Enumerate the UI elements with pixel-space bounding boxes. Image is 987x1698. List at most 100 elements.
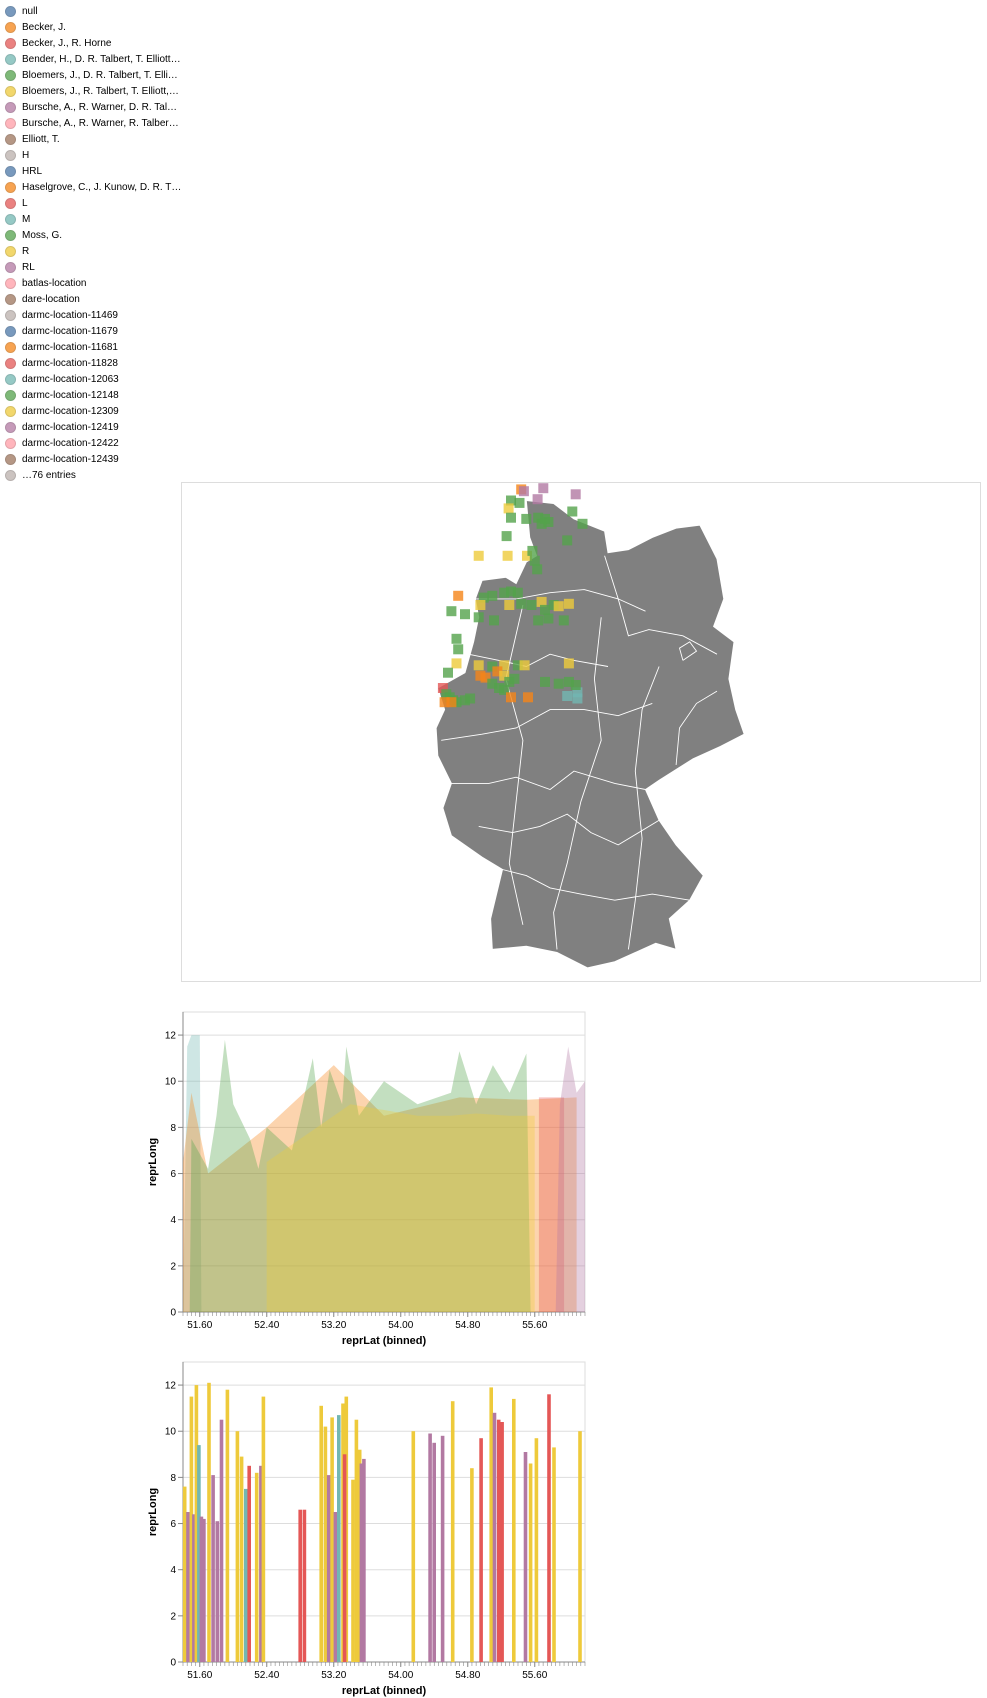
legend-item: darmc-location-12148 (5, 387, 183, 403)
area-y-tick-label: 6 (170, 1169, 176, 1180)
map-point (453, 590, 464, 601)
area-y-tick-label: 12 (165, 1031, 177, 1042)
bar (333, 1512, 338, 1662)
area-y-tick-label: 8 (170, 1123, 176, 1134)
bar (342, 1454, 347, 1662)
map-point (506, 512, 516, 523)
area-series-layer (183, 1035, 585, 1312)
bar (254, 1472, 259, 1662)
map-point (501, 531, 512, 542)
bar (354, 1419, 359, 1662)
map-point (475, 600, 486, 610)
map-point (514, 497, 525, 508)
bar (440, 1435, 445, 1662)
legend-swatch (5, 165, 16, 177)
legend-item: Bloemers, J., D. R. Talbert, T. Elli… (5, 67, 183, 83)
bar-x-tick-label: 52.40 (254, 1670, 279, 1681)
map-point (540, 676, 550, 687)
legend-label: L (22, 197, 28, 209)
bar (302, 1509, 307, 1662)
legend-swatch (5, 277, 16, 289)
legend-swatch (5, 293, 16, 305)
map-point (522, 550, 532, 561)
bar-x-tick-label: 54.80 (455, 1670, 480, 1681)
legend-label: darmc-location-11681 (22, 341, 118, 353)
bar (470, 1468, 474, 1662)
map-point (487, 590, 498, 601)
map-point (563, 658, 574, 669)
map-point (509, 673, 520, 684)
legend-swatch (5, 149, 16, 161)
bar (235, 1431, 240, 1662)
map-point (553, 678, 564, 689)
state-border (553, 617, 602, 950)
map-point (451, 658, 462, 669)
legend-swatch (5, 85, 16, 97)
state-border (675, 690, 718, 765)
bar (319, 1405, 323, 1662)
bar-x-tick-label: 55.60 (522, 1670, 547, 1681)
map-point (572, 693, 583, 704)
legend-item: HRL (5, 163, 183, 179)
map-point (527, 545, 538, 556)
legend-swatch (5, 373, 16, 385)
area-x-tick-label: 52.40 (254, 1320, 279, 1331)
bar-x-axis-label: reprLat (binned) (342, 1685, 427, 1697)
legend-swatch (5, 261, 16, 273)
bar (411, 1431, 416, 1662)
map-point (572, 687, 583, 698)
area-x-tick-label: 55.60 (522, 1320, 547, 1331)
area-series (183, 1065, 577, 1312)
bar (496, 1419, 501, 1662)
legend-swatch (5, 213, 16, 225)
bar (225, 1389, 230, 1662)
map-point (499, 587, 510, 598)
area-y-tick-label: 4 (170, 1215, 176, 1226)
legend: null Becker, J. Becker, J., R. Horne Bender… (5, 3, 183, 483)
bar (259, 1465, 263, 1662)
bar-x-tick-label: 53.20 (321, 1670, 346, 1681)
map-point (533, 615, 544, 626)
legend-label: Elliott, T. (22, 133, 60, 145)
legend-label: …76 entries (22, 469, 76, 481)
map-point (521, 513, 532, 524)
state-border (468, 653, 609, 667)
legend-item: darmc-location-12063 (5, 371, 183, 387)
legend-swatch (5, 5, 16, 17)
legend-item: darmc-location-11469 (5, 307, 183, 323)
map-point (473, 660, 484, 671)
map-point (532, 564, 543, 575)
bar-x-tick-label: 51.60 (187, 1670, 212, 1681)
map-point (533, 512, 544, 523)
map-point (504, 600, 515, 610)
legend-label: RL (22, 261, 35, 273)
bar (186, 1512, 190, 1662)
bar (500, 1422, 504, 1662)
bar (192, 1514, 196, 1662)
bar (552, 1447, 556, 1662)
legend-item: darmc-location-11828 (5, 355, 183, 371)
map-point (504, 676, 515, 687)
bar (215, 1521, 220, 1662)
legend-item: darmc-location-12439 (5, 451, 183, 467)
bar-y-tick-label: 6 (170, 1519, 176, 1530)
legend-label: H (22, 149, 30, 161)
legend-item: dare-location (5, 291, 183, 307)
legend-item: Bursche, A., R. Warner, D. R. Tal… (5, 99, 183, 115)
legend-swatch (5, 133, 16, 145)
legend-swatch (5, 37, 16, 49)
bar (512, 1398, 516, 1662)
area-x-tick-label: 53.20 (321, 1320, 346, 1331)
area-x-tick-label: 54.80 (455, 1320, 480, 1331)
bar-y-tick-label: 2 (170, 1611, 176, 1622)
map-point (516, 598, 527, 609)
bar (432, 1442, 436, 1662)
bar (199, 1516, 204, 1662)
legend-label: R (22, 245, 30, 257)
bar (337, 1415, 341, 1662)
bar-y-tick-label: 0 (170, 1658, 176, 1669)
bar (239, 1456, 244, 1662)
area-series (555, 1046, 585, 1312)
map-point (475, 670, 486, 681)
state-border (441, 702, 653, 741)
